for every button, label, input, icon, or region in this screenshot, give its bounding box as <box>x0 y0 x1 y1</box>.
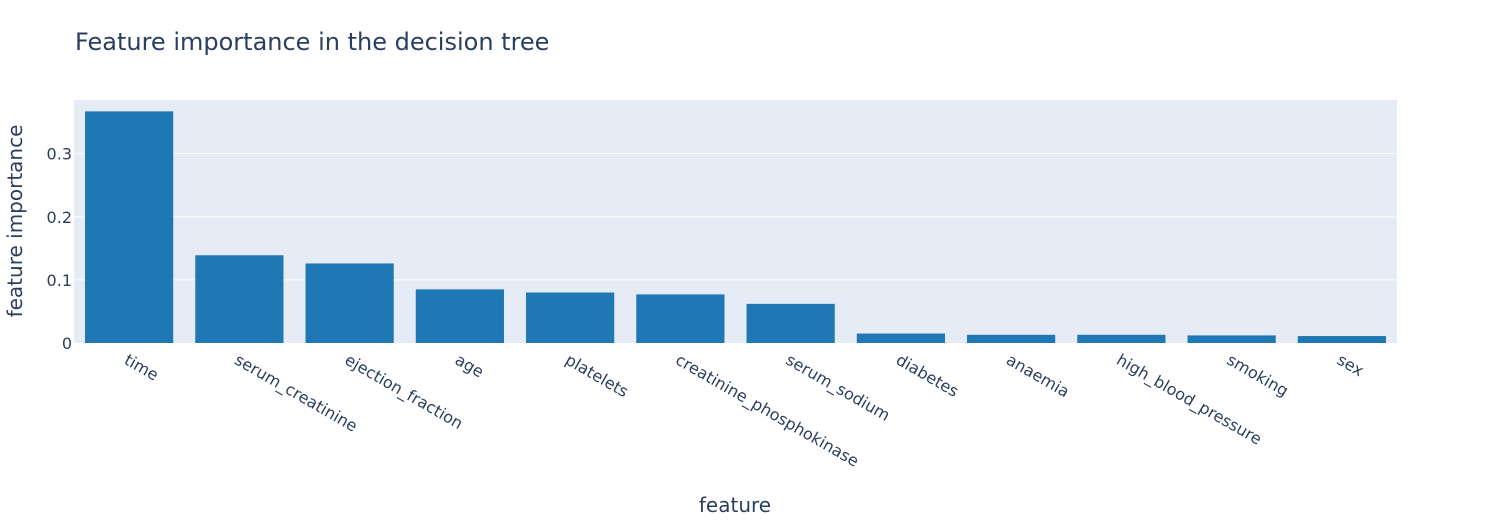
x-tick-label: time <box>121 350 162 385</box>
bar-diabetes <box>856 333 945 343</box>
bar-time <box>85 111 174 343</box>
x-tick-label: platelets <box>562 350 632 401</box>
x-tick-label: anaemia <box>1003 350 1073 401</box>
y-tick-label: 0.2 <box>47 208 72 227</box>
y-tick-label: 0.3 <box>47 145 72 164</box>
bar-anaemia <box>967 334 1056 343</box>
bar-smoking <box>1187 335 1276 343</box>
x-tick-label: sex <box>1334 350 1367 380</box>
bar-platelets <box>526 292 615 343</box>
y-axis-ticks: 0 0.1 0.2 0.3 <box>47 145 72 353</box>
plot-area <box>74 100 1397 343</box>
x-axis-title: feature <box>699 493 771 517</box>
x-tick-label: diabetes <box>893 350 962 401</box>
y-axis-title: feature importance <box>3 125 27 318</box>
bar-age <box>415 289 504 343</box>
bar-serum-sodium <box>746 303 835 343</box>
bars <box>85 111 1386 343</box>
x-tick-label: age <box>452 350 487 381</box>
y-tick-label: 0 <box>62 334 72 353</box>
bar-high-blood-pressure <box>1077 334 1166 343</box>
gridlines <box>74 153 1397 281</box>
x-tick-label: smoking <box>1224 350 1292 400</box>
bar-serum-creatinine <box>195 255 284 343</box>
x-tick-label: ejection_fraction <box>341 350 466 434</box>
x-tick-label: serum_sodium <box>782 350 893 426</box>
x-tick-label: creatinine_phosphokinase <box>672 350 862 471</box>
chart-title: Feature importance in the decision tree <box>75 28 549 56</box>
bar-sex <box>1297 336 1386 343</box>
y-tick-label: 0.1 <box>47 271 72 290</box>
x-tick-label: serum_creatinine <box>231 350 361 437</box>
x-axis-ticks: time serum_creatinineejection_fractionage… <box>121 350 1367 471</box>
bar-creatinine-phosphokinase <box>636 294 725 343</box>
bar-ejection-fraction <box>305 263 394 343</box>
